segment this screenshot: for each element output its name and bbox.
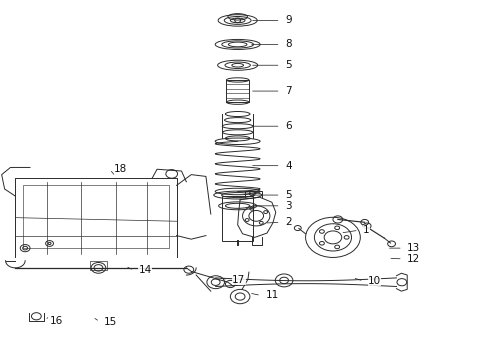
Bar xyxy=(222,196,253,241)
Text: 17: 17 xyxy=(232,275,245,285)
Text: 1: 1 xyxy=(363,225,370,235)
Text: 7: 7 xyxy=(285,86,292,96)
Text: 6: 6 xyxy=(285,121,292,131)
Text: 10: 10 xyxy=(368,276,381,286)
Text: 3: 3 xyxy=(285,201,292,211)
Bar xyxy=(23,185,169,248)
Text: 14: 14 xyxy=(139,265,152,275)
Text: 13: 13 xyxy=(407,243,420,253)
Text: 5: 5 xyxy=(285,60,292,70)
Text: 15: 15 xyxy=(104,317,118,327)
Text: 5: 5 xyxy=(285,190,292,200)
Text: 9: 9 xyxy=(285,15,292,26)
Text: 12: 12 xyxy=(407,254,420,264)
Text: 8: 8 xyxy=(285,40,292,49)
Text: 16: 16 xyxy=(49,316,63,325)
Text: 2: 2 xyxy=(285,217,292,227)
Bar xyxy=(90,261,107,270)
Text: 18: 18 xyxy=(114,164,127,174)
Text: 11: 11 xyxy=(266,291,279,301)
Text: 4: 4 xyxy=(285,161,292,171)
